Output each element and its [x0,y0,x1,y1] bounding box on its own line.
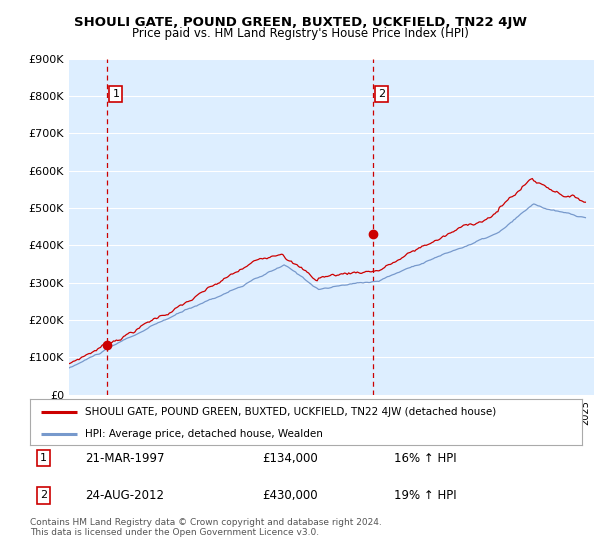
Text: 2: 2 [40,491,47,501]
Text: £430,000: £430,000 [262,489,317,502]
Text: Price paid vs. HM Land Registry's House Price Index (HPI): Price paid vs. HM Land Registry's House … [131,27,469,40]
Text: SHOULI GATE, POUND GREEN, BUXTED, UCKFIELD, TN22 4JW (detached house): SHOULI GATE, POUND GREEN, BUXTED, UCKFIE… [85,407,496,417]
Text: 21-MAR-1997: 21-MAR-1997 [85,451,164,465]
Text: 1: 1 [40,453,47,463]
Text: 24-AUG-2012: 24-AUG-2012 [85,489,164,502]
Text: 16% ↑ HPI: 16% ↑ HPI [394,451,457,465]
Text: £134,000: £134,000 [262,451,317,465]
Text: 19% ↑ HPI: 19% ↑ HPI [394,489,457,502]
Text: 2: 2 [378,88,385,99]
Text: Contains HM Land Registry data © Crown copyright and database right 2024.
This d: Contains HM Land Registry data © Crown c… [30,518,382,538]
Text: HPI: Average price, detached house, Wealden: HPI: Average price, detached house, Weal… [85,428,323,438]
Text: SHOULI GATE, POUND GREEN, BUXTED, UCKFIELD, TN22 4JW: SHOULI GATE, POUND GREEN, BUXTED, UCKFIE… [74,16,527,29]
Text: 1: 1 [112,88,119,99]
